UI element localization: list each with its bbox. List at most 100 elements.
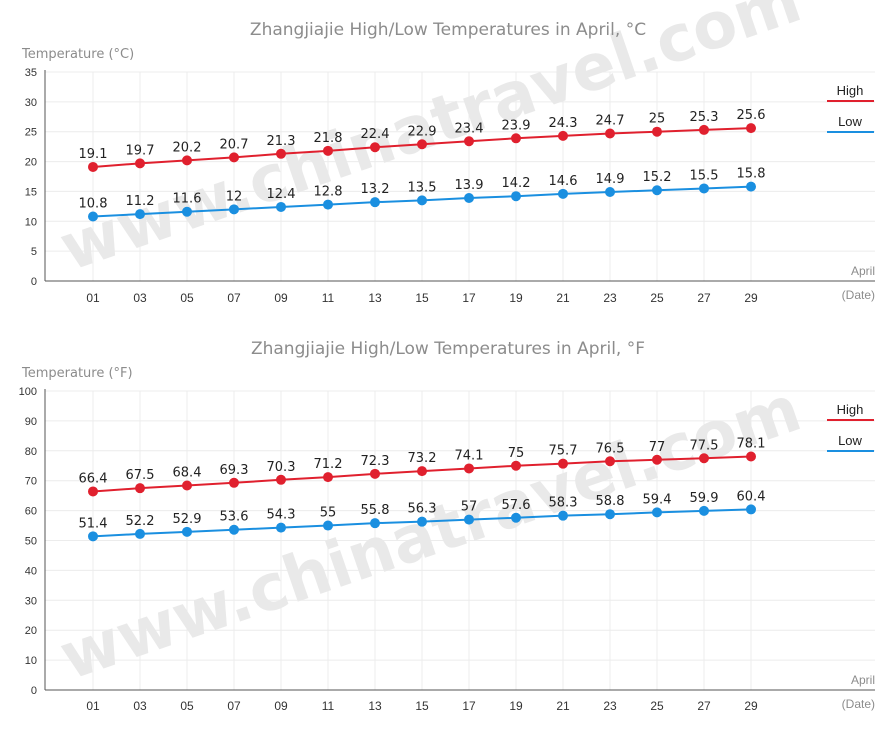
data-label-low: 12 bbox=[226, 189, 243, 204]
data-point-high bbox=[229, 152, 239, 163]
data-point-low bbox=[652, 507, 662, 518]
y-tick-label: 40 bbox=[25, 565, 37, 577]
x-tick-label: 05 bbox=[180, 291, 194, 305]
data-label-low: 13.9 bbox=[455, 178, 484, 193]
data-label-low: 15.2 bbox=[643, 170, 672, 185]
data-label-high: 22.9 bbox=[408, 124, 437, 139]
x-tick-label: 01 bbox=[86, 291, 100, 305]
data-label-high: 19.7 bbox=[126, 143, 155, 158]
x-tick-label: 07 bbox=[227, 291, 241, 305]
data-label-low: 15.5 bbox=[690, 168, 719, 183]
data-point-low bbox=[464, 192, 474, 203]
data-label-high: 77 bbox=[649, 440, 666, 455]
y-tick-label: 5 bbox=[31, 246, 37, 258]
y-tick-label: 80 bbox=[25, 446, 37, 458]
data-label-low: 58.3 bbox=[549, 496, 578, 511]
y-axis-title: Temperature (°F) bbox=[21, 366, 133, 381]
data-point-high bbox=[276, 148, 286, 159]
data-label-low: 14.2 bbox=[502, 176, 531, 191]
data-point-low bbox=[182, 206, 192, 217]
x-tick-label: 17 bbox=[462, 291, 476, 305]
data-point-low bbox=[605, 509, 615, 520]
x-tick-label: 23 bbox=[603, 291, 617, 305]
data-point-low bbox=[88, 211, 98, 222]
data-label-low: 57.6 bbox=[502, 498, 531, 513]
data-label-low: 55.8 bbox=[361, 503, 390, 518]
x-tick-label: 29 bbox=[744, 699, 758, 713]
data-label-high: 70.3 bbox=[267, 460, 296, 475]
x-tick-label: 21 bbox=[556, 291, 570, 305]
y-tick-label: 35 bbox=[25, 67, 37, 79]
x-tick-label: 11 bbox=[322, 699, 335, 713]
data-label-high: 21.8 bbox=[314, 131, 343, 146]
data-point-high bbox=[370, 142, 380, 153]
x-tick-label: 19 bbox=[509, 291, 523, 305]
legend-label-low: Low bbox=[838, 433, 862, 448]
data-label-high: 22.4 bbox=[361, 127, 390, 142]
data-label-low: 13.5 bbox=[408, 180, 437, 195]
x-tick-label: 21 bbox=[556, 699, 570, 713]
data-label-high: 78.1 bbox=[737, 436, 766, 451]
data-point-high bbox=[464, 463, 474, 474]
x-tick-label: 27 bbox=[697, 699, 711, 713]
data-point-low bbox=[229, 524, 239, 535]
data-label-low: 54.3 bbox=[267, 508, 296, 523]
data-point-high bbox=[652, 454, 662, 465]
data-label-low: 59.9 bbox=[690, 491, 719, 506]
data-point-low bbox=[605, 187, 615, 198]
data-point-high bbox=[652, 126, 662, 137]
data-point-high bbox=[370, 468, 380, 479]
x-tick-label: 19 bbox=[509, 699, 523, 713]
data-label-high: 20.7 bbox=[220, 137, 249, 152]
legend-label-low: Low bbox=[838, 114, 862, 129]
data-label-high: 75 bbox=[508, 446, 525, 461]
legend-label-high: High bbox=[837, 402, 864, 417]
x-tick-label: 13 bbox=[368, 699, 382, 713]
data-label-high: 68.4 bbox=[173, 465, 202, 480]
data-point-low bbox=[276, 522, 286, 533]
data-point-low bbox=[652, 185, 662, 196]
legend-label-high: High bbox=[837, 83, 864, 98]
data-label-high: 23.9 bbox=[502, 118, 531, 133]
data-point-high bbox=[558, 458, 568, 469]
x-tick-label: 23 bbox=[603, 699, 617, 713]
data-label-high: 25.6 bbox=[737, 108, 766, 123]
x-tick-label: 17 bbox=[462, 699, 476, 713]
data-label-high: 69.3 bbox=[220, 463, 249, 478]
data-label-low: 11.2 bbox=[126, 194, 155, 209]
data-label-low: 15.8 bbox=[737, 167, 766, 182]
data-point-high bbox=[511, 133, 521, 144]
data-label-low: 56.3 bbox=[408, 502, 437, 517]
x-tick-label: 27 bbox=[697, 291, 711, 305]
y-tick-label: 25 bbox=[25, 127, 37, 139]
x-tick-label: 13 bbox=[368, 291, 382, 305]
x-tick-label: 11 bbox=[322, 291, 335, 305]
data-label-low: 60.4 bbox=[737, 489, 766, 504]
data-point-high bbox=[135, 483, 145, 494]
data-label-low: 55 bbox=[320, 506, 337, 521]
x-tick-label: 07 bbox=[227, 699, 241, 713]
data-point-high bbox=[182, 155, 192, 166]
y-tick-label: 70 bbox=[25, 476, 37, 488]
data-point-high bbox=[605, 128, 615, 139]
data-label-high: 20.2 bbox=[173, 140, 202, 155]
data-point-high bbox=[558, 130, 568, 141]
data-point-low bbox=[370, 197, 380, 208]
series-high: 19.1 19.7 20.2 20.7 21.3 21.8 22.4 22.9 23.4 23.9… bbox=[79, 108, 766, 172]
data-point-low bbox=[699, 505, 709, 516]
data-point-low bbox=[229, 204, 239, 215]
y-tick-label: 10 bbox=[25, 216, 37, 228]
data-label-low: 14.6 bbox=[549, 174, 578, 189]
data-label-low: 12.8 bbox=[314, 185, 343, 200]
chart-title: Zhangjiajie High/Low Temperatures in Apr… bbox=[251, 339, 645, 359]
data-point-low bbox=[746, 504, 756, 515]
data-point-high bbox=[182, 480, 192, 491]
y-tick-label: 10 bbox=[25, 655, 37, 667]
data-label-high: 74.1 bbox=[455, 448, 484, 463]
data-label-high: 23.4 bbox=[455, 121, 484, 136]
series-low: 51.4 52.2 52.9 53.6 54.3 55 55.8 56.3 57 57.6 58.3… bbox=[79, 489, 766, 542]
data-point-low bbox=[323, 520, 333, 531]
chart-title: Zhangjiajie High/Low Temperatures in Apr… bbox=[250, 20, 646, 40]
